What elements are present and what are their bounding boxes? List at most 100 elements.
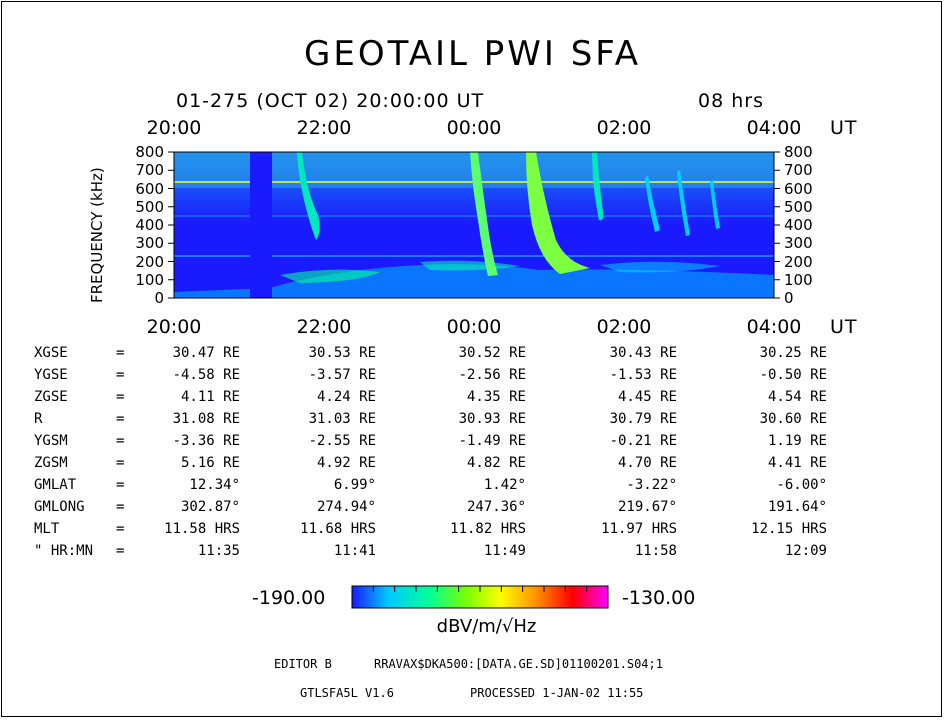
bottom-tick-label: 02:00	[596, 316, 652, 338]
ephemeris-value: 11:35	[197, 543, 240, 559]
y-tick-label-left: 0	[154, 289, 164, 307]
y-tick-label-right: 700	[784, 161, 813, 180]
bottom-ut-label: UT	[830, 316, 858, 338]
ephemeris-value: 219.67°	[617, 499, 677, 515]
ephemeris-value: 274.94°	[316, 499, 376, 515]
colorbar-ticks	[372, 586, 588, 592]
ephemeris-label: GMLONG	[34, 499, 85, 515]
colorbar-max: -130.00	[622, 587, 696, 609]
ephemeris-value: 4.70 RE	[617, 455, 677, 471]
ephemeris-equals: =	[116, 521, 125, 537]
footer-editor: EDITOR B	[274, 657, 332, 671]
ephemeris-value: 4.82 RE	[466, 455, 526, 471]
ephemeris-value: 6.99°	[333, 477, 376, 493]
ephemeris-value: 30.53 RE	[308, 345, 376, 361]
spectrogram-plot	[173, 151, 775, 299]
ephemeris-value: 30.93 RE	[458, 411, 526, 427]
ephemeris-value: 30.25 RE	[759, 345, 827, 361]
ephemeris-value: 11.82 HRS	[450, 521, 526, 537]
ephemeris-value: 247.36°	[466, 499, 526, 515]
top-tick-label: 04:00	[746, 117, 802, 139]
ephemeris-value: 12:09	[784, 543, 827, 559]
y-tick-label-right: 400	[784, 216, 813, 234]
y-ticks	[168, 151, 780, 299]
top-tick-label: 00:00	[446, 117, 502, 139]
lowfreq-patch	[600, 261, 720, 273]
ephemeris-value: 4.45 RE	[617, 389, 677, 405]
footer-processed: PROCESSED 1-JAN-02 11:55	[470, 686, 644, 700]
bottom-tick-label: 22:00	[296, 316, 352, 338]
ephemeris-value: 11:49	[483, 543, 526, 559]
y-tick-label-left: 100	[135, 270, 164, 289]
ephemeris-label: XGSE	[34, 345, 68, 361]
bottom-tick-label: 20:00	[146, 316, 202, 338]
burst-4	[592, 152, 604, 221]
ephemeris-value: -4.58 RE	[172, 367, 240, 383]
top-ut-label: UT	[830, 117, 858, 139]
ephemeris-label: MLT	[34, 521, 60, 537]
y-tick-label-left: 200	[135, 252, 164, 271]
ephemeris-value: 11:58	[634, 543, 677, 559]
ephemeris-value: 191.64°	[767, 499, 827, 515]
burst-7	[710, 180, 720, 229]
ephemeris-equals: =	[116, 345, 125, 361]
ephemeris-value: -3.36 RE	[172, 433, 240, 449]
duration-label: 08 hrs	[698, 90, 764, 112]
ephemeris-value: 1.19 RE	[767, 433, 827, 449]
y-tick-label-right: 600	[784, 179, 813, 198]
ephemeris-label: " HR:MN	[34, 543, 94, 559]
date-label: 01-275 (OCT 02) 20:00:00 UT	[176, 90, 485, 112]
ephemeris-equals: =	[116, 411, 125, 427]
ephemeris-value: -1.49 RE	[458, 433, 526, 449]
y-tick-label-right: 300	[784, 234, 813, 253]
footer-path: RRAVAX$DKA500:[DATA.GE.SD]01100201.S04;1	[374, 657, 663, 671]
ephemeris-equals: =	[116, 499, 125, 515]
ephemeris-label: R	[34, 411, 43, 427]
ephemeris-value: 12.15 HRS	[751, 521, 827, 537]
ephemeris-value: 31.03 RE	[308, 411, 376, 427]
ephemeris-value: -0.21 RE	[609, 433, 677, 449]
ephemeris-value: 11.68 HRS	[300, 521, 376, 537]
ephemeris-label: ZGSM	[34, 455, 68, 471]
bottom-tick-label: 00:00	[446, 316, 502, 338]
ephemeris-value: 4.41 RE	[767, 455, 827, 471]
ephemeris-value: 31.08 RE	[172, 411, 240, 427]
ephemeris-value: 30.60 RE	[759, 411, 827, 427]
ephemeris-value: 1.42°	[483, 477, 526, 493]
ephemeris-label: YGSM	[34, 433, 68, 449]
ephemeris-value: 302.87°	[180, 499, 240, 515]
ephemeris-value: 4.92 RE	[316, 455, 376, 471]
lowfreq-continuum	[174, 264, 774, 298]
ephemeris-value: 11:41	[333, 543, 376, 559]
y-tick-label-right: 500	[784, 197, 813, 216]
ephemeris-equals: =	[116, 477, 125, 493]
colorbar-min: -190.00	[252, 587, 326, 609]
y-tick-label-left: 500	[135, 197, 164, 216]
y-tick-label-right: 0	[784, 289, 794, 307]
ephemeris-equals: =	[116, 543, 125, 559]
ephemeris-label: YGSE	[34, 367, 68, 383]
ephemeris-value: -3.22°	[626, 477, 677, 493]
ephemeris-value: -2.55 RE	[308, 433, 376, 449]
burst-6	[677, 170, 690, 236]
ephemeris-value: 4.54 RE	[767, 389, 827, 405]
ephemeris-value: -0.50 RE	[759, 367, 827, 383]
top-tick-label: 02:00	[596, 117, 652, 139]
y-tick-label-left: 700	[135, 161, 164, 180]
ephemeris-value: -1.53 RE	[609, 367, 677, 383]
ephemeris-label: ZGSE	[34, 389, 68, 405]
ephemeris-value: 11.97 HRS	[601, 521, 677, 537]
data-gap	[250, 152, 272, 298]
colorbar-unit: dBV/m/√Hz	[436, 616, 537, 637]
ephemeris-value: -2.56 RE	[458, 367, 526, 383]
burst-3	[526, 152, 590, 274]
ephemeris-value: 11.58 HRS	[164, 521, 240, 537]
ephemeris-equals: =	[116, 389, 125, 405]
ephemeris-value: 30.43 RE	[609, 345, 677, 361]
ephemeris-value: 5.16 RE	[180, 455, 240, 471]
ephemeris-value: 4.11 RE	[180, 389, 240, 405]
ephemeris-value: 4.35 RE	[466, 389, 526, 405]
y-tick-label-left: 600	[135, 179, 164, 198]
